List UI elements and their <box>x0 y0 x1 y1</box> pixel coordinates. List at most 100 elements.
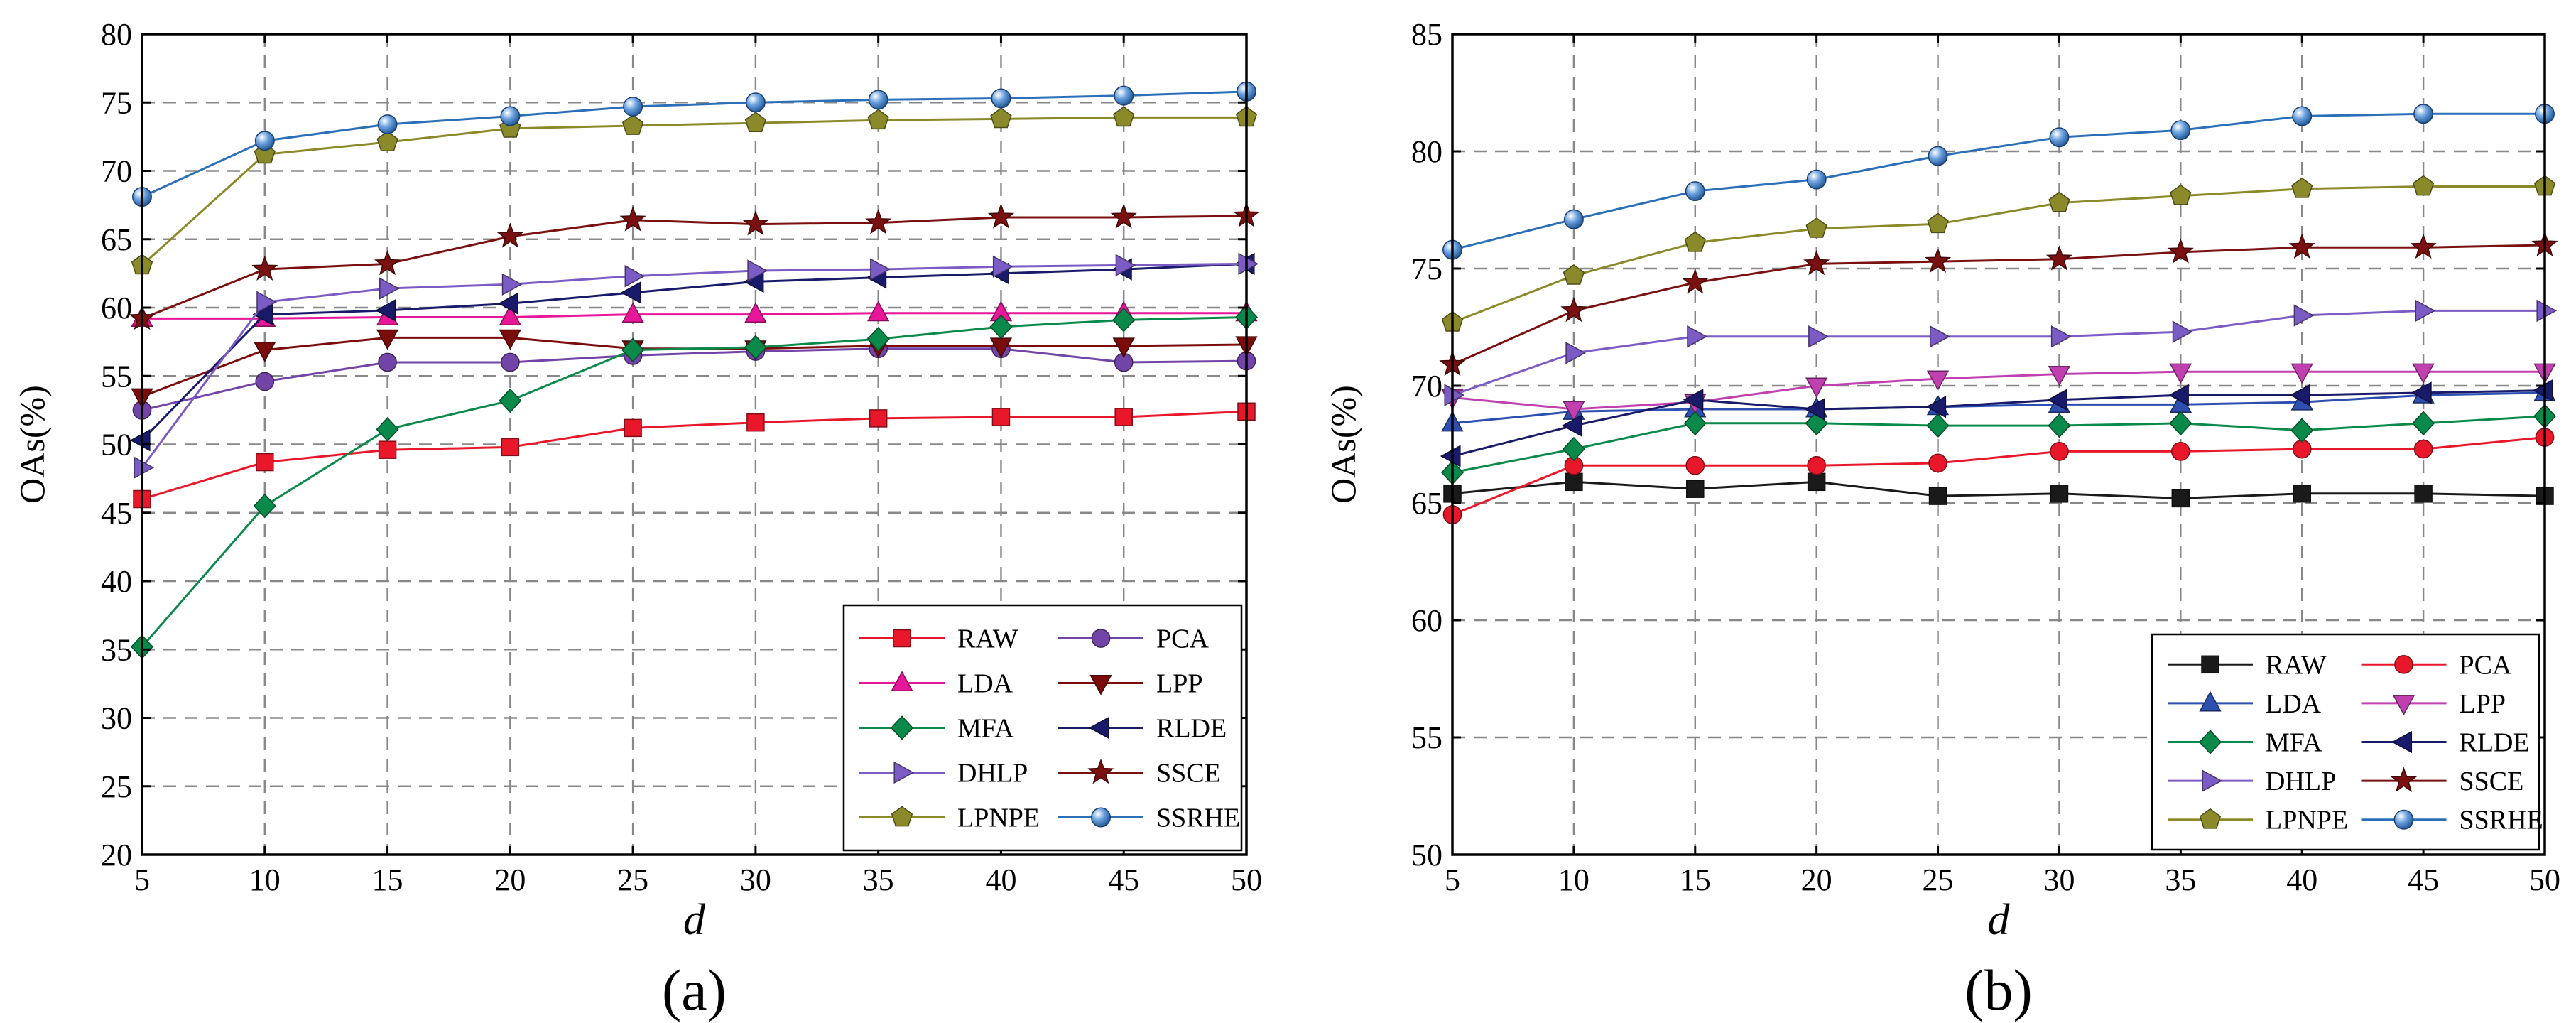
data-point <box>1924 247 1952 273</box>
data-point <box>2413 104 2434 124</box>
data-point <box>1563 209 1584 229</box>
series-raw <box>1443 472 2554 508</box>
data-point <box>1112 308 1136 332</box>
legend-label: PCA <box>2460 650 2512 680</box>
data-point <box>744 112 767 133</box>
data-point <box>1805 377 1828 399</box>
legend-marker <box>2391 730 2413 754</box>
legend-marker <box>2198 730 2222 754</box>
data-point <box>1686 480 1705 498</box>
data-point <box>621 114 644 135</box>
data-point <box>1804 398 1825 421</box>
y-axis-label: OAs(%) <box>12 385 52 504</box>
data-point <box>374 249 401 276</box>
data-point <box>1562 436 1585 462</box>
y-tick-label: 75 <box>1411 251 1442 286</box>
data-point <box>866 326 890 352</box>
data-point <box>1683 411 1707 436</box>
data-point <box>2167 238 2194 264</box>
data-point <box>619 206 646 232</box>
data-point <box>1560 296 1587 323</box>
series-line <box>141 410 1247 500</box>
data-point <box>989 314 1013 340</box>
series-ssrhe <box>132 81 1256 207</box>
series-ssrhe <box>1442 104 2555 260</box>
series-line <box>1452 436 2545 516</box>
data-point <box>2292 439 2312 459</box>
data-point <box>1683 389 1704 411</box>
data-point <box>1561 414 1582 437</box>
legend: RAW PCA LDA LPP MFA RLDE DHLP SSCE LPNPE SSRHE <box>842 604 1243 852</box>
x-tick-label: 35 <box>863 862 894 897</box>
chart-a: 5 10 15 20 25 30 35 40 45 50 20 25 30 35 40 45 50 55 60 65 7… <box>12 17 1262 1022</box>
data-point <box>2293 485 2311 503</box>
series-raw <box>133 402 1256 509</box>
data-point <box>251 255 278 281</box>
legend-marker <box>2202 769 2223 792</box>
series-line <box>141 215 1247 320</box>
series-line <box>141 116 1246 266</box>
y-tick-label: 20 <box>101 838 132 872</box>
series-dhlp <box>134 252 1259 479</box>
legend-label: DHLP <box>2266 767 2336 796</box>
y-tick-label: 55 <box>101 359 132 394</box>
data-point <box>1806 169 1827 190</box>
legend-marker <box>2201 655 2219 674</box>
y-tick-label: 80 <box>1411 134 1442 169</box>
legend: RAW PCA LDA LPP MFA RLDE DHLP SSCE LPNPE SSRHE <box>2151 633 2543 851</box>
data-point <box>376 329 399 350</box>
data-point <box>1928 487 1947 505</box>
series-line <box>1452 112 2545 251</box>
legend-marker <box>2393 809 2414 830</box>
data-point <box>376 417 399 442</box>
legend-marker <box>1091 807 1111 828</box>
x-axis-label: d <box>1988 896 2011 944</box>
data-point <box>1563 264 1585 285</box>
data-point <box>623 97 643 117</box>
data-point <box>256 291 277 313</box>
y-tick-label: 40 <box>101 564 132 599</box>
x-tick-label: 15 <box>1680 862 1711 897</box>
series-line <box>1452 389 2545 458</box>
legend-marker <box>2394 654 2413 674</box>
data-point <box>378 352 397 372</box>
legend-label: SSCE <box>2460 767 2524 796</box>
data-point <box>624 418 642 438</box>
x-tick-label: 5 <box>134 862 150 897</box>
x-tick-label: 45 <box>1108 862 1139 897</box>
y-tick-label: 30 <box>101 701 132 736</box>
legend-marker <box>893 629 911 648</box>
data-point <box>1444 384 1465 406</box>
data-point <box>379 277 400 300</box>
series-line <box>1452 480 2545 499</box>
data-point <box>621 302 644 323</box>
data-point <box>2050 442 2069 461</box>
data-point <box>1928 146 1948 166</box>
y-tick-label: 60 <box>101 291 132 325</box>
data-point <box>2169 363 2192 384</box>
x-tick-label: 5 <box>1445 862 1460 897</box>
data-point <box>742 210 769 236</box>
legend-label: LDA <box>2266 689 2322 719</box>
y-tick-label: 80 <box>101 17 132 52</box>
x-tick-label: 25 <box>1923 862 1954 897</box>
data-point <box>1805 217 1827 238</box>
data-point <box>2288 233 2315 259</box>
y-tick-label: 35 <box>101 632 132 667</box>
y-tick-label: 65 <box>1411 486 1442 521</box>
legend-label: DHLP <box>957 759 1028 789</box>
legend-label: SSCE <box>1156 759 1221 789</box>
series-line <box>1452 244 2545 366</box>
data-point <box>1565 472 1583 492</box>
series-pca <box>132 339 1256 420</box>
series-pca <box>1442 428 2555 524</box>
data-point <box>620 281 641 304</box>
data-point <box>1926 413 1950 438</box>
data-point <box>2415 299 2436 323</box>
series-rlde <box>1440 379 2553 467</box>
data-point <box>500 106 521 126</box>
data-point <box>377 114 398 135</box>
series-line <box>1452 370 2545 411</box>
data-point <box>1685 455 1705 475</box>
